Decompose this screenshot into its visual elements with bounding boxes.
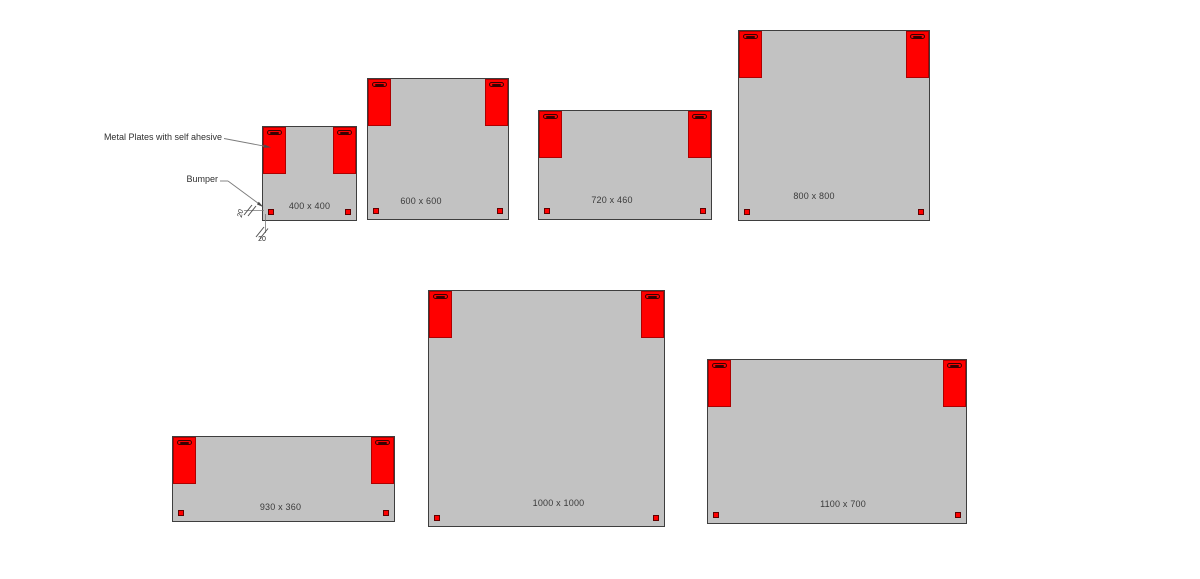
keyhole-slot-icon: [267, 130, 282, 135]
keyhole-slot-icon: [177, 440, 192, 445]
slot-bar: [950, 364, 959, 367]
bumper-bottom-right: [918, 209, 924, 215]
panel-720x460: 720 x 460: [538, 110, 712, 220]
metal-plate-top-left: [263, 127, 286, 174]
bumper-bottom-right: [497, 208, 503, 214]
slot-bar: [546, 115, 555, 118]
panel-size-label: 600 x 600: [400, 196, 442, 206]
panel-size-label: 930 x 360: [259, 502, 302, 512]
panel-size-label: 720 x 460: [591, 195, 633, 205]
slot-bar: [913, 35, 922, 38]
panel-400x400: 400 x 400: [262, 126, 357, 221]
keyhole-slot-icon: [947, 363, 962, 368]
keyhole-slot-icon: [489, 82, 504, 87]
panel-1100x700: 1100 x 700: [707, 359, 967, 524]
dim-20-horizontal: 20: [258, 236, 266, 243]
bumper-bottom-left: [373, 208, 379, 214]
slot-bar: [180, 441, 189, 444]
metal-plate-top-right: [371, 437, 394, 484]
keyhole-slot-icon: [375, 440, 390, 445]
panel-1000x1000: 1000 x 1000: [428, 290, 665, 527]
slot-bar: [746, 35, 755, 38]
keyhole-slot-icon: [372, 82, 387, 87]
metal-plates-label: Metal Plates with self ahesive: [103, 132, 222, 142]
bumper-bottom-left: [434, 515, 440, 521]
metal-plate-top-right: [688, 111, 711, 158]
panel-size-label: 1100 x 700: [820, 499, 866, 509]
metal-plate-top-left: [429, 291, 452, 338]
keyhole-slot-icon: [910, 34, 925, 39]
metal-plate-top-right: [906, 31, 929, 78]
bumper-bottom-right: [345, 209, 351, 215]
metal-plate-top-left: [539, 111, 562, 158]
panel-600x600: 600 x 600: [367, 78, 509, 220]
keyhole-slot-icon: [692, 114, 707, 119]
keyhole-slot-icon: [543, 114, 558, 119]
metal-plate-top-left: [708, 360, 731, 407]
metal-plate-top-right: [333, 127, 356, 174]
bumper-bottom-right: [700, 208, 706, 214]
slot-bar: [378, 441, 387, 444]
slot-bar: [715, 364, 724, 367]
bumper-bottom-left: [178, 510, 184, 516]
metal-plate-top-right: [641, 291, 664, 338]
metal-plate-top-right: [485, 79, 508, 126]
metal-plate-top-left: [368, 79, 391, 126]
panel-size-label: 800 x 800: [793, 191, 835, 201]
bumper-bottom-left: [544, 208, 550, 214]
bumper-bottom-left: [268, 209, 274, 215]
keyhole-slot-icon: [712, 363, 727, 368]
bumper-bottom-left: [713, 512, 719, 518]
slot-bar: [648, 295, 657, 298]
keyhole-slot-icon: [645, 294, 660, 299]
slot-bar: [340, 131, 349, 134]
panel-size-label: 400 x 400: [288, 201, 331, 211]
bumper-label: Bumper: [186, 174, 218, 184]
slot-bar: [695, 115, 704, 118]
panel-800x800: 800 x 800: [738, 30, 930, 221]
panel-size-label: 1000 x 1000: [532, 498, 585, 508]
bumper-bottom-right: [383, 510, 389, 516]
metal-plate-top-right: [943, 360, 966, 407]
slot-bar: [436, 295, 445, 298]
slot-bar: [270, 131, 279, 134]
dim-20-vertical: 20: [236, 209, 246, 218]
bumper-bottom-right: [653, 515, 659, 521]
bumper-bottom-left: [744, 209, 750, 215]
slot-bar: [492, 83, 501, 86]
panel-930x360: 930 x 360: [172, 436, 395, 522]
keyhole-slot-icon: [433, 294, 448, 299]
keyhole-slot-icon: [337, 130, 352, 135]
slot-bar: [375, 83, 384, 86]
bumper-bottom-right: [955, 512, 961, 518]
keyhole-slot-icon: [743, 34, 758, 39]
metal-plate-top-left: [739, 31, 762, 78]
metal-plate-top-left: [173, 437, 196, 484]
